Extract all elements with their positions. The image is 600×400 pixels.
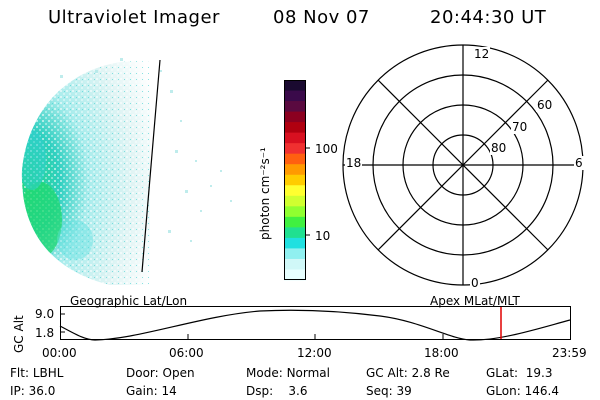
status-ip: IP: 36.0 [10, 384, 56, 398]
colorbar-tick-100: 100 [315, 142, 338, 156]
colorbar-segment [284, 174, 306, 186]
colorbar-unit-label: photon cm⁻²s⁻¹ [258, 147, 272, 240]
orbit-xtick-1200: 12:00 [297, 346, 332, 360]
colorbar-segment [284, 206, 306, 218]
status-mode: Mode: Normal [246, 366, 330, 380]
colorbar-segment [284, 164, 306, 176]
colorbar-segment [284, 258, 306, 270]
orbit-xtick-1800: 18:00 [424, 346, 459, 360]
colorbar-tick-10: 10 [315, 229, 331, 243]
colorbar-segment [284, 101, 306, 113]
apex-label: Apex MLat/MLT [430, 294, 520, 308]
orbit-xtick-0000: 00:00 [42, 346, 77, 360]
polar-lat-60: 60 [536, 98, 554, 112]
colorbar-segment [284, 227, 306, 239]
status-dsp: Dsp: 3.6 [246, 384, 308, 398]
time-text: 20:44:30 UT [430, 7, 547, 28]
polar-label-12: 12 [473, 47, 491, 61]
polar-lat-80: 80 [490, 141, 508, 155]
colorbar-segment [284, 122, 306, 134]
colorbar-segment [284, 132, 306, 144]
status-filter: Flt: LBHL [10, 366, 64, 380]
colorbar-segment [284, 248, 306, 260]
status-gc-alt: GC Alt: 2.8 Re [366, 366, 450, 380]
colorbar-segment [284, 143, 306, 155]
polar-lat-70: 70 [511, 120, 529, 134]
status-glon: GLon: 146.4 [486, 384, 559, 398]
orbit-xtick-2359: 23:59 [552, 346, 587, 360]
colorbar-segment [284, 269, 306, 281]
status-glat: GLat: 19.3 [486, 366, 553, 380]
orbit-ytick-9: 9.0 [35, 307, 55, 321]
orbit-ytick-1: 1.8 [35, 326, 55, 340]
colorbar [284, 80, 310, 281]
status-door: Door: Open [126, 366, 195, 380]
status-seq: Seq: 39 [366, 384, 412, 398]
orbit-plot [59, 306, 571, 341]
orbit-xtick-0600: 06:00 [169, 346, 204, 360]
colorbar-segment [284, 153, 306, 165]
status-gain: Gain: 14 [126, 384, 177, 398]
geographic-label: Geographic Lat/Lon [70, 294, 188, 308]
colorbar-segment [284, 237, 306, 249]
polar-label-6: 6 [574, 156, 584, 170]
polar-label-18: 18 [345, 156, 363, 170]
colorbar-segment [284, 216, 306, 228]
polar-label-0: 0 [470, 276, 480, 290]
colorbar-segment [284, 90, 306, 102]
colorbar-segment [284, 185, 306, 197]
orbit-axis-label: GC Alt [12, 315, 26, 353]
polar-plot [342, 44, 584, 286]
colorbar-segment [284, 80, 306, 92]
colorbar-segment [284, 111, 306, 123]
colorbar-segment [284, 195, 306, 207]
date-text: 08 Nov 07 [273, 7, 370, 28]
instrument-title: Ultraviolet Imager [48, 7, 220, 28]
